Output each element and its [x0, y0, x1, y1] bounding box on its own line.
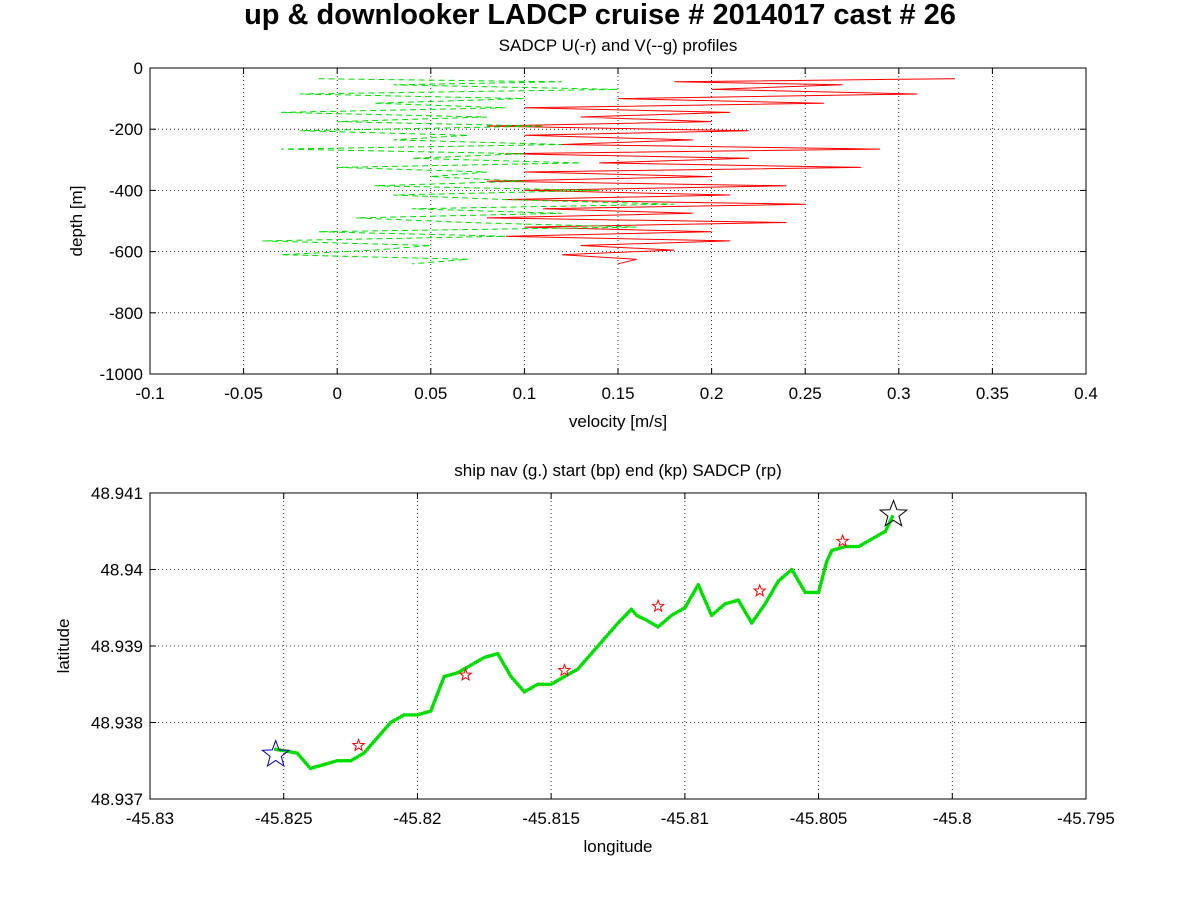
profile-x-tick-label: 0.3 — [887, 384, 911, 403]
profile-x-axis-label: velocity [m/s] — [569, 412, 667, 431]
profile-axis-ticks: -0.1 -0.05 0 0.05 0.1 0.15 0.2 0.25 0.3 0.35 0.4 -1… — [100, 59, 1098, 403]
nav-x-tick-label: -45.82 — [393, 809, 441, 828]
profile-x-tick-label: 0.4 — [1074, 384, 1098, 403]
ship-track-point — [541, 682, 545, 687]
sadcp-point-marker — [351, 737, 366, 752]
profile-y-axis-label: depth [m] — [67, 186, 86, 257]
profile-y-tick-label: -800 — [109, 304, 143, 323]
ship-track-point — [851, 544, 856, 549]
nav-x-tick-label: -45.81 — [661, 809, 709, 828]
ship-track-point — [803, 590, 807, 595]
profile-y-tick-label: -200 — [109, 120, 143, 139]
profile-chart-title: SADCP U(-r) and V(--g) profiles — [499, 36, 738, 55]
sadcp-point-marker — [752, 583, 767, 597]
nav-x-tick-label: -45.83 — [126, 809, 174, 828]
ship-track-point — [811, 590, 815, 595]
v-velocity-line — [262, 78, 675, 265]
profile-x-tick-label: 0.05 — [414, 384, 447, 403]
nav-chart: ship nav (g.) start (bp) end (kp) SADCP … — [54, 461, 1115, 856]
ship-track-point — [335, 758, 340, 763]
ship-track-point — [846, 544, 850, 549]
ship-track-point — [808, 590, 813, 595]
sadcp-point-marker — [458, 667, 473, 682]
profile-x-tick-label: 0.25 — [789, 384, 822, 403]
profile-x-tick-label: 0 — [332, 384, 341, 403]
nav-x-axis-label: longitude — [583, 837, 652, 856]
nav-x-tick-label: -45.8 — [933, 809, 972, 828]
ship-track-point — [538, 682, 543, 687]
ship-track-point — [343, 758, 348, 763]
profile-series — [262, 78, 956, 265]
figure-title: up & downlooker LADCP cruise # 2014017 c… — [244, 0, 956, 31]
nav-x-tick-label: -45.805 — [790, 809, 848, 828]
nav-y-tick-label: 48.94 — [100, 561, 143, 580]
profile-x-tick-label: 0.15 — [601, 384, 634, 403]
profile-x-tick-label: -0.05 — [224, 384, 263, 403]
sadcp-point-marker — [557, 663, 572, 677]
nav-x-tick-label: -45.815 — [522, 809, 580, 828]
nav-x-tick-label: -45.825 — [255, 809, 313, 828]
profile-x-tick-label: 0.35 — [976, 384, 1009, 403]
nav-y-axis-label: latitude — [54, 619, 73, 674]
profile-y-tick-label: -400 — [109, 181, 143, 200]
ship-track-point — [404, 713, 409, 717]
ship-track-point — [854, 544, 858, 549]
nav-grid — [150, 493, 1086, 799]
ship-track-point — [410, 713, 414, 717]
end-position-marker — [878, 498, 909, 527]
ship-track-point — [814, 590, 818, 595]
nav-y-tick-label: 48.937 — [91, 790, 143, 809]
start-position-marker — [261, 739, 291, 768]
nav-chart-title: ship nav (g.) start (bp) end (kp) SADCP … — [454, 461, 782, 480]
nav-y-tick-label: 48.941 — [91, 484, 143, 503]
ship-track-point — [536, 682, 540, 687]
profile-chart: SADCP U(-r) and V(--g) profiles -0.1 -0.0… — [67, 36, 1098, 431]
ship-track-point — [848, 544, 853, 549]
ship-track-point — [338, 758, 342, 763]
ship-track-point — [402, 713, 406, 717]
profile-grid — [150, 68, 1086, 374]
nav-y-tick-label: 48.938 — [91, 714, 143, 733]
nav-x-tick-label: -45.795 — [1057, 809, 1115, 828]
profile-x-tick-label: 0.2 — [700, 384, 724, 403]
sadcp-point-marker — [835, 533, 850, 548]
profile-y-tick-label: 0 — [134, 59, 143, 78]
ship-track-point — [340, 758, 345, 763]
profile-y-tick-label: -600 — [109, 243, 143, 262]
profile-plot-frame — [149, 67, 1087, 375]
nav-plot-frame — [149, 492, 1087, 800]
u-velocity-line — [486, 78, 956, 265]
ship-track-point — [806, 590, 810, 595]
nav-y-tick-label: 48.939 — [91, 637, 143, 656]
sadcp-point-marker — [651, 598, 666, 613]
profile-y-tick-label: -1000 — [100, 365, 143, 384]
ship-track-point — [407, 713, 412, 717]
ship-track-point — [346, 758, 350, 763]
profile-x-tick-label: -0.1 — [135, 384, 164, 403]
ship-track-point — [413, 713, 417, 717]
nav-series — [261, 498, 909, 771]
nav-axis-ticks: -45.83 -45.825 -45.82 -45.815 -45.81 -45.805 -… — [91, 484, 1115, 828]
profile-x-tick-label: 0.1 — [513, 384, 537, 403]
ship-track-point — [890, 515, 895, 519]
ship-track-point — [546, 682, 551, 687]
ship-track-point — [544, 682, 548, 687]
